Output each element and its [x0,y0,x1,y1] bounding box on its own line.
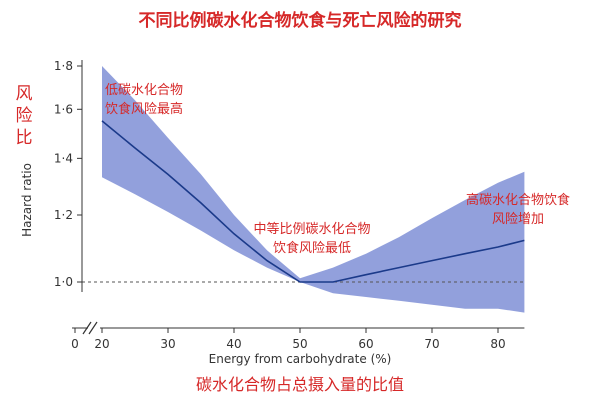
x-axis-label: Energy from carbohydrate (%) [209,352,392,366]
annotation-low: 饮食风险最高 [105,101,183,117]
x-tick-label: 40 [226,337,241,351]
x-tick-label: 0 [71,337,79,351]
x-tick-label: 20 [94,337,109,351]
chart-title: 不同比例碳水化合物饮食与死亡风险的研究 [139,10,462,31]
x-tick-label: 30 [160,337,175,351]
annotation-mid: 饮食风险最低 [273,240,351,256]
x-tick-label: 80 [490,337,505,351]
x-tick-label: 60 [358,337,373,351]
y-axis-label-cn: 风险比 [16,84,33,148]
annotation-low: 低碳水化合物 [105,83,183,98]
y-axis-label: Hazard ratio [20,163,34,237]
y-tick-label: 1·4 [54,151,73,165]
annotation-high: 高碳水化合物饮食 [466,192,570,208]
hazard-ratio-line [101,120,525,283]
y-tick-label: 1·8 [54,59,73,73]
axis-break-mark [82,321,92,335]
y-tick-label: 1·6 [54,102,73,116]
annotation-high: 风险增加 [492,212,544,227]
x-tick-label: 50 [292,337,307,351]
y-tick-label: 1·2 [54,208,73,222]
plot-area: 1·01·21·41·61·80 20 30 40 50 60 70 80低碳水化合物饮食风险… [54,59,570,351]
y-axis-label-cn-char: 险 [16,106,33,126]
confidence-band [102,66,525,313]
axis-break-mark [88,321,98,335]
annotation-mid: 中等比例碳水化合物 [253,221,370,237]
y-axis-label-cn-char: 风 [16,84,33,104]
y-tick-label: 1·0 [54,275,73,289]
x-tick-label: 70 [424,337,439,351]
x-axis-label-cn: 碳水化合物占总摄入量的比值 [196,375,404,394]
y-axis-label-cn-char: 比 [16,128,33,148]
